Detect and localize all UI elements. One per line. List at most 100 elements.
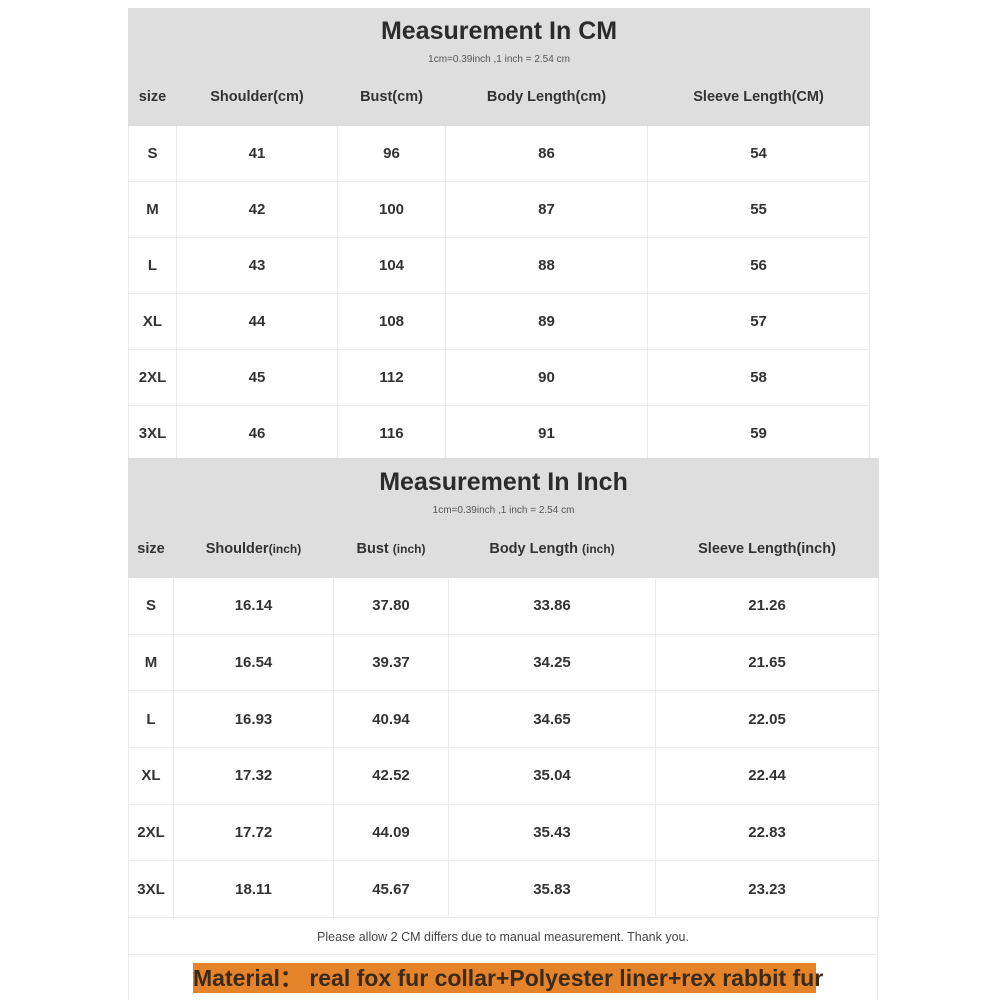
cm-table-title: Measurement In CM [380, 16, 618, 45]
table-row: 3XL 46 116 91 59 [128, 405, 871, 462]
table-row: M 16.54 39.37 34.25 21.65 [128, 633, 880, 692]
value-cell: 34.25 [448, 633, 656, 692]
table-row: 2XL 45 112 90 58 [128, 349, 871, 406]
size-cell: 2XL [128, 349, 177, 406]
value-cell: 56 [646, 237, 871, 294]
value-cell: 86 [445, 125, 648, 182]
column-header: Sleeve Length(inch) [654, 520, 880, 578]
value-cell: 112 [337, 349, 446, 406]
table-row: S 16.14 37.80 33.86 21.26 [128, 577, 880, 635]
value-cell: 16.54 [173, 633, 334, 692]
column-header: Bust(cm) [337, 68, 446, 126]
header-label: Bust [356, 541, 393, 557]
value-cell: 58 [646, 349, 871, 406]
table-row: 2XL 17.72 44.09 35.43 22.83 [128, 803, 880, 862]
table-row: L 16.93 40.94 34.65 22.05 [128, 690, 880, 749]
value-cell: 44 [176, 293, 338, 350]
value-cell: 17.72 [173, 803, 334, 862]
value-cell: 91 [445, 405, 648, 462]
size-cell: 3XL [128, 405, 177, 462]
material-row: Material： real fox fur collar+Polyester … [128, 955, 878, 1000]
value-cell: 45.67 [333, 860, 449, 919]
inch-size-table: Measurement In Inch 1cm=0.39inch ,1 inch … [127, 458, 880, 919]
column-header: size [128, 68, 177, 126]
column-header: Shoulder(inch) [173, 520, 334, 578]
column-header: size [128, 520, 174, 578]
column-header: Bust (inch) [333, 520, 449, 578]
table-row: XL 17.32 42.52 35.04 22.44 [128, 747, 880, 805]
header-label: Body Length [489, 541, 582, 557]
inch-table-title: Measurement In Inch [379, 467, 628, 496]
measurement-note: Please allow 2 CM differs due to manual … [128, 917, 878, 955]
value-cell: 88 [445, 237, 648, 294]
value-cell: 16.14 [173, 577, 334, 635]
value-cell: 100 [337, 181, 446, 238]
size-cell: S [128, 577, 174, 635]
value-cell: 18.11 [173, 860, 334, 919]
header-unit: (inch) [581, 542, 615, 556]
value-cell: 59 [646, 405, 871, 462]
cm-conversion-note: 1cm=0.39inch ,1 inch = 2.54 cm [428, 53, 570, 65]
value-cell: 43 [176, 237, 338, 294]
value-cell: 54 [646, 125, 871, 182]
size-cell: 3XL [128, 860, 174, 919]
header-label: size [137, 541, 165, 557]
value-cell: 46 [176, 405, 338, 462]
value-cell: 21.65 [654, 633, 880, 692]
value-cell: 42 [176, 181, 338, 238]
header-label: Shoulder [205, 541, 269, 557]
value-cell: 57 [646, 293, 871, 350]
value-cell: 22.44 [654, 747, 880, 805]
value-cell: 104 [337, 237, 446, 294]
column-header: Body Length(cm) [445, 68, 648, 126]
header-unit: (inch) [268, 542, 302, 556]
size-cell: XL [128, 747, 174, 805]
value-cell: 23.23 [654, 860, 880, 919]
column-header: Body Length (inch) [448, 520, 656, 578]
value-cell: 44.09 [333, 803, 449, 862]
table-row: XL 44 108 89 57 [128, 293, 871, 350]
value-cell: 42.52 [333, 747, 449, 805]
value-cell: 116 [337, 405, 446, 462]
column-header: Sleeve Length(CM) [646, 68, 871, 126]
size-cell: L [128, 690, 174, 749]
value-cell: 34.65 [448, 690, 656, 749]
header-unit: (inch) [392, 542, 426, 556]
value-cell: 35.83 [448, 860, 656, 919]
size-cell: L [128, 237, 177, 294]
value-cell: 45 [176, 349, 338, 406]
value-cell: 22.83 [654, 803, 880, 862]
size-cell: M [128, 181, 177, 238]
value-cell: 37.80 [333, 577, 449, 635]
value-cell: 55 [646, 181, 871, 238]
value-cell: 96 [337, 125, 446, 182]
value-cell: 108 [337, 293, 446, 350]
size-cell: XL [128, 293, 177, 350]
header-label: Sleeve Length(inch) [698, 541, 836, 557]
table-row: S 41 96 86 54 [128, 125, 871, 182]
value-cell: 22.05 [654, 690, 880, 749]
cm-size-table: Measurement In CM 1cm=0.39inch ,1 inch = … [127, 8, 871, 462]
value-cell: 89 [445, 293, 648, 350]
value-cell: 35.43 [448, 803, 656, 862]
inch-conversion-note: 1cm=0.39inch ,1 inch = 2.54 cm [432, 504, 575, 516]
value-cell: 41 [176, 125, 338, 182]
value-cell: 40.94 [333, 690, 449, 749]
size-cell: 2XL [128, 803, 174, 862]
material-label: Material： real fox fur collar+Polyester … [193, 963, 824, 993]
value-cell: 17.32 [173, 747, 334, 805]
value-cell: 33.86 [448, 577, 656, 635]
column-header: Shoulder(cm) [176, 68, 338, 126]
table-row: M 42 100 87 55 [128, 181, 871, 238]
value-cell: 39.37 [333, 633, 449, 692]
value-cell: 21.26 [654, 577, 880, 635]
value-cell: 87 [445, 181, 648, 238]
size-cell: S [128, 125, 177, 182]
size-cell: M [128, 633, 174, 692]
table-row: L 43 104 88 56 [128, 237, 871, 294]
cm-table-title-cell: Measurement In CM 1cm=0.39inch ,1 inch = … [127, 8, 871, 69]
value-cell: 35.04 [448, 747, 656, 805]
table-row: 3XL 18.11 45.67 35.83 23.23 [128, 860, 880, 919]
inch-table-title-cell: Measurement In Inch 1cm=0.39inch ,1 inch … [127, 458, 880, 521]
value-cell: 90 [445, 349, 648, 406]
